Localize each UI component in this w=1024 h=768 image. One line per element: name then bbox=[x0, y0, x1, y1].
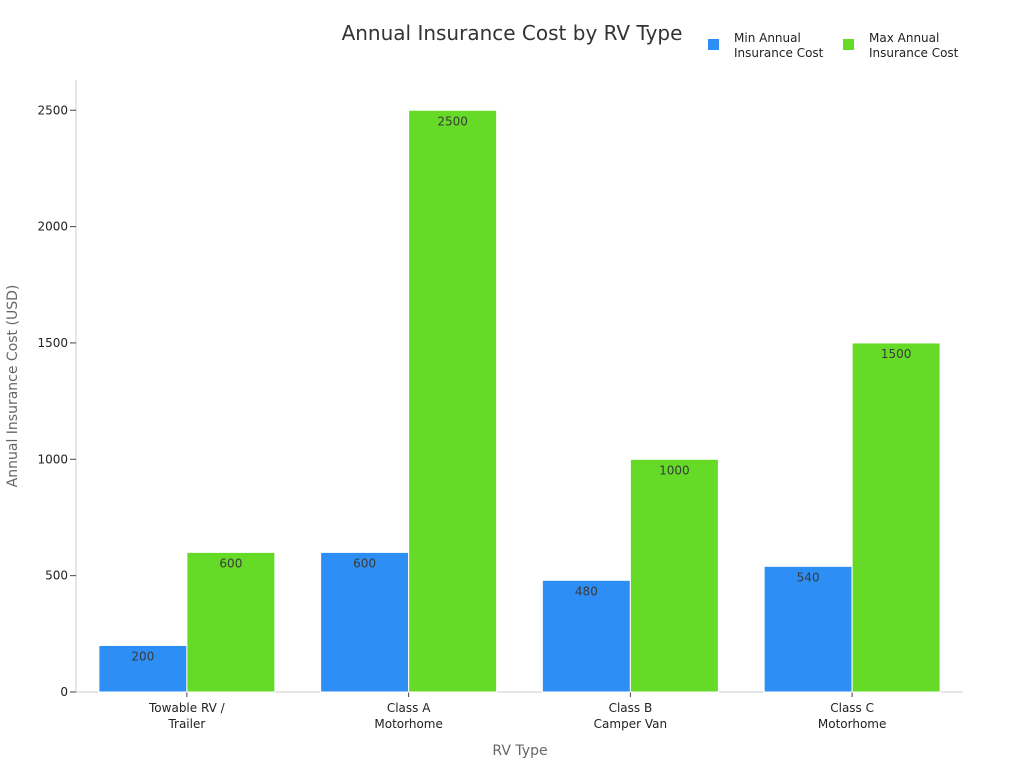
x-tick-label: Class B Camper Van bbox=[594, 701, 667, 731]
data-label: 1000 bbox=[659, 463, 690, 477]
x-tick-label-line: Class A bbox=[387, 701, 431, 715]
x-tick-label-line: Motorhome bbox=[818, 717, 886, 731]
data-label: 200 bbox=[131, 649, 154, 663]
data-label: 480 bbox=[575, 584, 598, 598]
legend-label-line: Insurance Cost bbox=[734, 46, 824, 60]
x-tick-label: Towable RV / Trailer bbox=[148, 701, 226, 731]
chart-title: Annual Insurance Cost by RV Type bbox=[342, 21, 683, 45]
y-tick-label: 2500 bbox=[37, 103, 68, 117]
x-tick-label: Class C Motorhome bbox=[818, 701, 886, 731]
x-axis-label: RV Type bbox=[492, 743, 547, 759]
data-label: 600 bbox=[219, 556, 242, 570]
x-tick-label-line: Towable RV / bbox=[148, 701, 226, 715]
data-label: 2500 bbox=[437, 114, 468, 128]
x-tick-label-line: Class C bbox=[830, 701, 874, 715]
bar-max-0 bbox=[186, 551, 276, 693]
legend-swatch bbox=[843, 39, 854, 50]
legend-label: Min Annual Insurance Cost bbox=[734, 31, 824, 60]
bar-max-1 bbox=[408, 109, 498, 693]
y-tick-label: 1000 bbox=[37, 452, 68, 466]
data-label: 600 bbox=[353, 556, 376, 570]
y-tick-label: 2000 bbox=[37, 220, 68, 234]
axes: 0 500 1000 1500 2000 2500 Towable RV / Trailer C… bbox=[37, 80, 963, 731]
x-tick-label-line: Trailer bbox=[167, 717, 205, 731]
bar-min-1 bbox=[320, 551, 410, 693]
bar-min-0 bbox=[98, 644, 188, 693]
bar-min-3 bbox=[763, 565, 853, 693]
legend-label: Max Annual Insurance Cost bbox=[869, 31, 959, 60]
bar-min-2 bbox=[541, 579, 631, 693]
legend-swatch bbox=[708, 39, 719, 50]
y-tick-label: 1500 bbox=[37, 336, 68, 350]
data-label: 540 bbox=[797, 570, 820, 584]
bars: 200 600 600 2500 480 1000 540 1500 bbox=[98, 109, 941, 693]
bar-max-3 bbox=[851, 342, 941, 693]
y-tick-label: 0 bbox=[60, 685, 68, 699]
x-tick-label-line: Class B bbox=[609, 701, 653, 715]
x-tick-label-line: Camper Van bbox=[594, 717, 667, 731]
x-tick-label-line: Motorhome bbox=[374, 717, 442, 731]
legend-label-line: Min Annual bbox=[734, 31, 801, 45]
y-axis-label: Annual Insurance Cost (USD) bbox=[5, 285, 21, 488]
data-label: 1500 bbox=[881, 347, 912, 361]
legend-label-line: Insurance Cost bbox=[869, 46, 959, 60]
legend-label-line: Max Annual bbox=[869, 31, 939, 45]
x-tick-label: Class A Motorhome bbox=[374, 701, 442, 731]
y-tick-label: 500 bbox=[45, 569, 68, 583]
bar-max-2 bbox=[629, 458, 719, 693]
